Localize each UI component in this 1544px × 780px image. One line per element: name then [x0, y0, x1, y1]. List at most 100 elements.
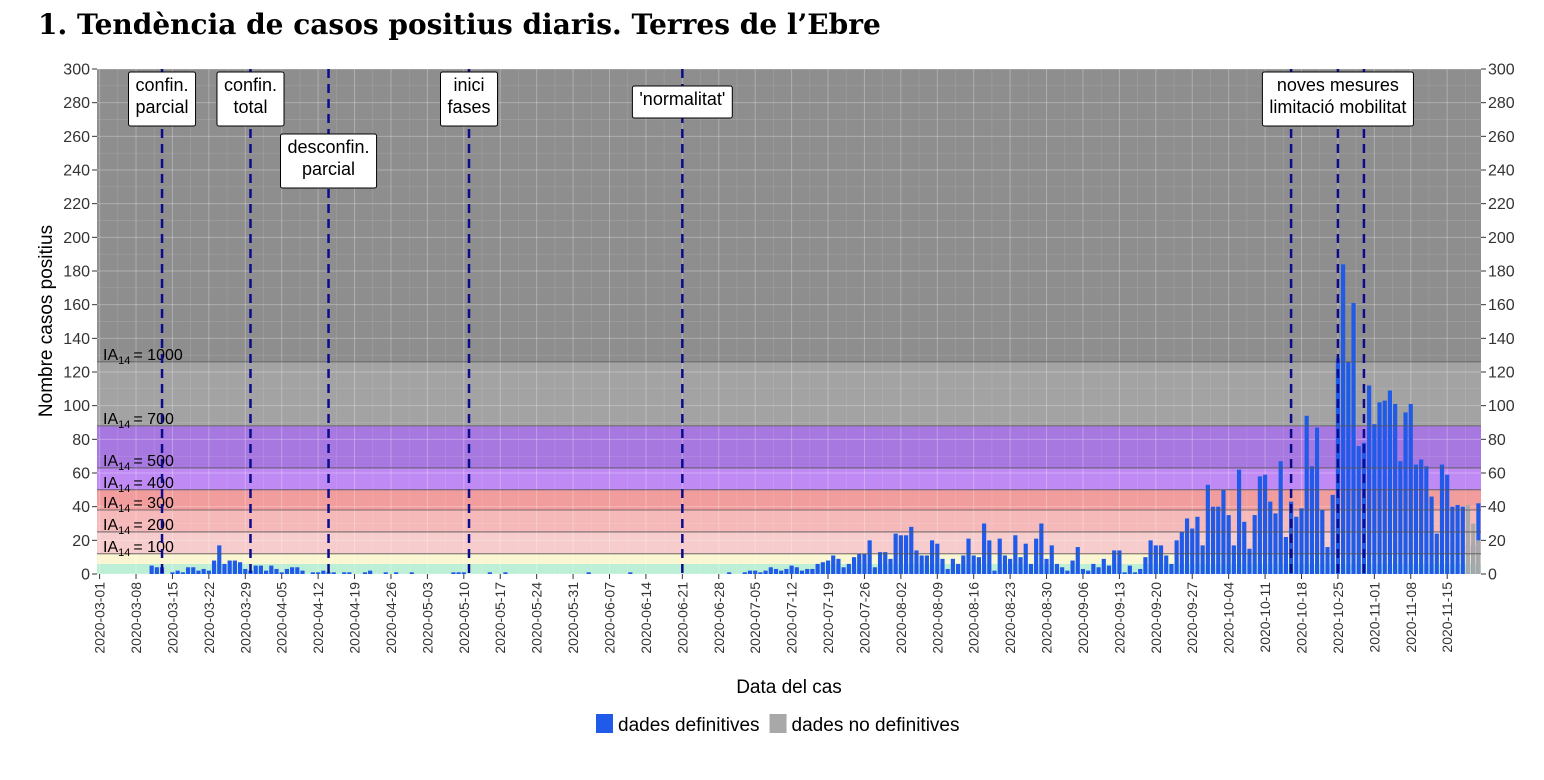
bar-definitive-189: [1080, 568, 1086, 574]
x-tick-label: 2020-11-15: [1439, 582, 1455, 653]
bar-definitive-180: [1034, 538, 1039, 574]
bar-definitive-217: [1226, 515, 1231, 574]
bar-definitive-230: [1294, 516, 1299, 574]
bar-definitive-245: [1372, 424, 1377, 574]
bar-definitive-164: [950, 558, 955, 574]
bar-definitive-33: [269, 565, 274, 574]
bar-definitive-218: [1231, 545, 1236, 574]
bar-definitive-131: [779, 570, 784, 574]
bar-definitive-234: [1315, 427, 1320, 574]
bar-definitive-125: [747, 570, 753, 574]
event-lines: [160, 69, 1366, 574]
bar-definitive-52: [368, 570, 373, 574]
svg-text:parcial: parcial: [136, 97, 189, 117]
x-tick-label: 2020-11-08: [1403, 582, 1419, 653]
bar-definitive-22: [211, 560, 217, 574]
svg-text:desconfin.: desconfin.: [288, 137, 370, 157]
bar-definitive-181: [1039, 523, 1044, 574]
x-tick-label: 2020-08-23: [1002, 582, 1018, 654]
x-tick-label: 2020-09-13: [1111, 582, 1127, 654]
x-axis-title: Data del cas: [736, 677, 842, 698]
bar-definitive-150: [877, 552, 883, 574]
bar-definitive-127: [758, 572, 763, 574]
bar-definitive-169: [976, 557, 981, 574]
bar-definitive-26: [232, 560, 237, 574]
bar-definitive-206: [1169, 563, 1174, 574]
x-tick-label: 2020-10-25: [1330, 582, 1346, 654]
bar-definitive-259: [1445, 474, 1450, 574]
bar-definitive-221: [1247, 548, 1252, 574]
bar-definitive-260: [1450, 506, 1455, 574]
bar-definitive-215: [1216, 506, 1221, 574]
bar-definitive-251: [1403, 412, 1408, 574]
bar-definitive-78: [503, 572, 508, 574]
y-tick-label-right: 0: [1488, 567, 1497, 584]
bar-definitive-149: [872, 567, 877, 574]
threshold-label-5: IA14 = 700: [103, 411, 174, 431]
bar-definitive-253: [1413, 464, 1419, 574]
y-tick-label: 100: [63, 398, 90, 415]
bar-definitive-68: [451, 572, 456, 574]
bar-definitive-41: [310, 572, 316, 574]
event-label-4: 'normalitat': [631, 85, 733, 119]
bar-definitive-241: [1351, 302, 1356, 574]
bar-definitive-163: [945, 568, 950, 574]
bar-definitive-160: [930, 540, 935, 574]
bar-definitive-132: [784, 568, 789, 574]
bar-definitive-187: [1070, 560, 1075, 574]
y-tick-label: 200: [63, 230, 90, 247]
bar-definitive-185: [1060, 567, 1065, 574]
bar-definitive-255: [1424, 466, 1429, 574]
bar-definitive-44: [326, 572, 331, 574]
bar-definitive-21: [206, 570, 211, 574]
x-tick-label: 2020-10-11: [1257, 582, 1273, 653]
y-tick-label: 20: [72, 533, 90, 550]
bar-definitive-200: [1138, 568, 1143, 574]
y-tick-label-right: 20: [1488, 533, 1506, 550]
y-axis-title: Nombre casos positius: [36, 225, 57, 417]
svg-text:parcial: parcial: [302, 159, 355, 179]
bar-definitive-231: [1299, 508, 1304, 574]
legend-swatch-0: [596, 714, 613, 733]
bar-definitive-170: [982, 523, 987, 574]
x-tick-label: 2020-09-06: [1075, 582, 1091, 654]
x-tick-label: 2020-06-28: [711, 582, 727, 654]
x-tick-label: 2020-05-24: [529, 582, 545, 654]
bar-definitive-154: [898, 535, 903, 574]
y-tick-label-right: 160: [1488, 297, 1515, 314]
risk-band-4: [97, 489, 1481, 511]
chart-title: 1. Tendència de casos positius diaris. T…: [38, 8, 881, 41]
y-tick-label-right: 140: [1488, 331, 1515, 348]
bar-definitive-37: [290, 567, 295, 574]
bar-definitive-140: [825, 560, 831, 574]
bar-definitive-17: [185, 567, 191, 574]
risk-band-1: [97, 553, 1481, 564]
bar-definitive-265: [1476, 503, 1481, 574]
y-tick-label: 0: [81, 567, 90, 584]
bar-definitive-196: [1117, 550, 1122, 574]
bar-definitive-219: [1236, 469, 1242, 574]
bar-definitive-130: [773, 568, 779, 574]
bar-definitive-23: [217, 545, 222, 574]
y-tick-label-right: 120: [1488, 365, 1515, 382]
bar-definitive-134: [794, 567, 799, 574]
y-tick-label-right: 200: [1488, 230, 1515, 247]
x-tick-label: 2020-03-01: [92, 582, 108, 654]
bar-definitive-249: [1393, 403, 1398, 574]
bar-definitive-183: [1049, 545, 1054, 574]
bar-definitive-27: [238, 562, 243, 574]
bar-definitive-38: [295, 567, 300, 574]
svg-text:limitació mobilitat: limitació mobilitat: [1269, 97, 1406, 117]
bar-definitive-199: [1132, 572, 1138, 574]
bar-definitive-135: [799, 570, 805, 574]
threshold-label-2: IA14 = 300: [103, 495, 174, 515]
x-tick-label: 2020-09-20: [1148, 582, 1164, 654]
risk-band-6: [97, 425, 1481, 468]
bar-definitive-222: [1252, 515, 1257, 574]
threshold-label-6: IA14 = 1000: [103, 347, 183, 367]
bar-definitive-247: [1382, 400, 1387, 574]
bar-definitive-24: [222, 563, 227, 574]
